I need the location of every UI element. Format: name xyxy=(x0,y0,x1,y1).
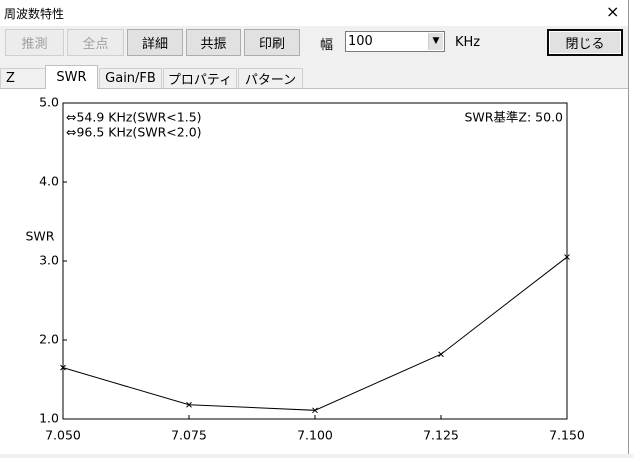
annotation: SWR基準Z: 50.0 xyxy=(464,110,563,125)
annotation: ⇔54.9 KHz(SWR<1.5) xyxy=(66,110,202,125)
width-unit: KHz xyxy=(455,35,481,50)
chart-panel: SWR ⇔54.9 KHz(SWR<1.5) ⇔96.5 KHz(SWR<2.0… xyxy=(0,88,628,454)
x-tick-label: 7.150 xyxy=(549,428,585,443)
plot-frame xyxy=(62,102,568,420)
tab-properties[interactable]: プロパティ xyxy=(163,68,237,88)
y-tick-label: 3.0 xyxy=(39,253,59,268)
annotation: ⇔96.5 KHz(SWR<2.0) xyxy=(66,125,202,140)
close-button[interactable]: 閉じる xyxy=(547,29,623,56)
width-combo[interactable]: 100 xyxy=(345,31,445,52)
estimate-button: 推測 xyxy=(5,29,64,56)
y-tick-label: 1.0 xyxy=(39,411,59,426)
close-icon[interactable]: × xyxy=(606,2,620,21)
all-points-button: 全点 xyxy=(67,29,124,56)
tab-pattern[interactable]: パターン xyxy=(238,68,303,88)
data-marker xyxy=(438,351,444,358)
detail-button[interactable]: 詳細 xyxy=(127,29,183,56)
y-axis-label: SWR xyxy=(26,229,55,244)
tab-swr[interactable]: SWR xyxy=(45,65,98,89)
data-marker xyxy=(564,254,570,260)
data-line xyxy=(62,256,568,411)
window-title: 周波数特性 xyxy=(4,7,65,21)
print-button[interactable]: 印刷 xyxy=(244,29,300,56)
tab-gain-fb[interactable]: Gain/FB xyxy=(99,68,162,88)
data-marker xyxy=(60,364,66,371)
resonance-button[interactable]: 共振 xyxy=(186,29,241,56)
x-tick-label: 7.075 xyxy=(171,428,207,443)
background-strip xyxy=(628,0,633,454)
tab-z[interactable]: Z xyxy=(0,68,46,88)
title-bar xyxy=(0,0,628,26)
data-marker xyxy=(186,401,192,408)
width-label: 幅 xyxy=(320,38,334,53)
x-tick-label: 7.125 xyxy=(423,428,459,443)
combo-arrow[interactable]: ▼ xyxy=(428,33,443,50)
chart: SWR ⇔54.9 KHz(SWR<1.5) ⇔96.5 KHz(SWR<2.0… xyxy=(26,95,585,443)
y-tick-label: 4.0 xyxy=(39,174,59,189)
y-tick-label: 5.0 xyxy=(39,95,59,110)
x-tick-label: 7.050 xyxy=(45,428,81,443)
y-tick-label: 2.0 xyxy=(39,332,59,347)
x-tick-label: 7.100 xyxy=(297,428,333,443)
data-marker xyxy=(312,407,318,414)
